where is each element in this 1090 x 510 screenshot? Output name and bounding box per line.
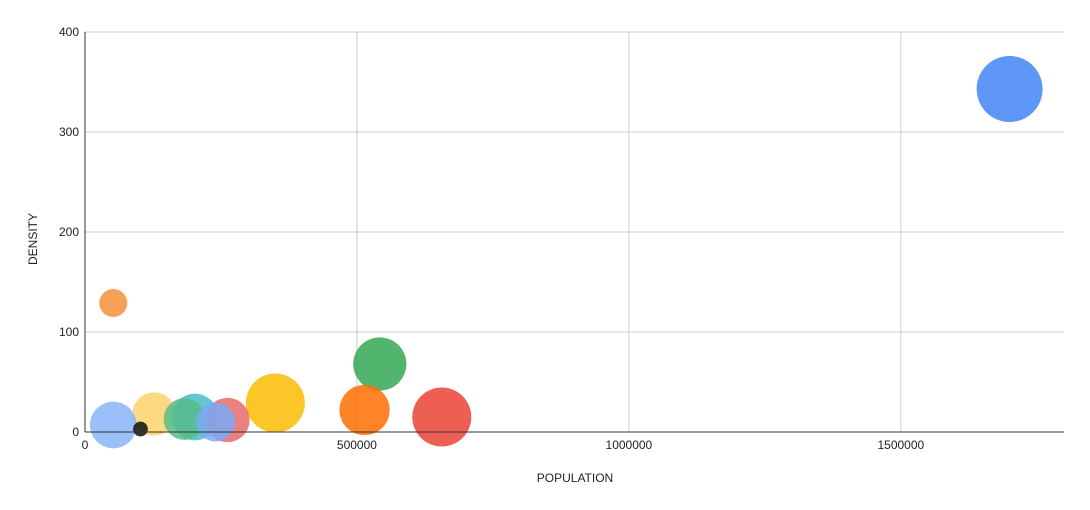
x-tick-label: 1500000 xyxy=(877,438,924,452)
bubble-point xyxy=(99,288,128,318)
x-tick-label: 500000 xyxy=(337,438,377,452)
axes xyxy=(84,32,1064,433)
grid-lines xyxy=(85,31,1064,432)
bubble-point xyxy=(163,398,206,440)
bubble-point xyxy=(196,402,236,442)
bubble-point xyxy=(412,387,472,447)
y-tick-label: 200 xyxy=(59,225,79,239)
bubble-series xyxy=(89,56,1043,449)
bubble-point xyxy=(353,337,407,391)
bubble-point xyxy=(339,384,390,436)
y-axis-title: DENSITY xyxy=(26,213,40,265)
bubble-point xyxy=(976,56,1043,122)
y-tick-label: 300 xyxy=(59,125,79,139)
bubble-point xyxy=(245,373,305,433)
bubble-point xyxy=(89,401,137,449)
y-tick-label: 100 xyxy=(59,325,79,339)
x-tick-label: 1000000 xyxy=(606,438,653,452)
tick-labels: 0 100 200 300 400 0 500000 1000000 1500000 xyxy=(59,25,925,452)
x-tick-label: 0 xyxy=(82,438,89,452)
x-axis-title: POPULATION xyxy=(537,471,613,485)
y-tick-label: 400 xyxy=(59,25,79,39)
y-tick-label: 0 xyxy=(72,425,79,439)
bubble-point xyxy=(133,421,148,437)
